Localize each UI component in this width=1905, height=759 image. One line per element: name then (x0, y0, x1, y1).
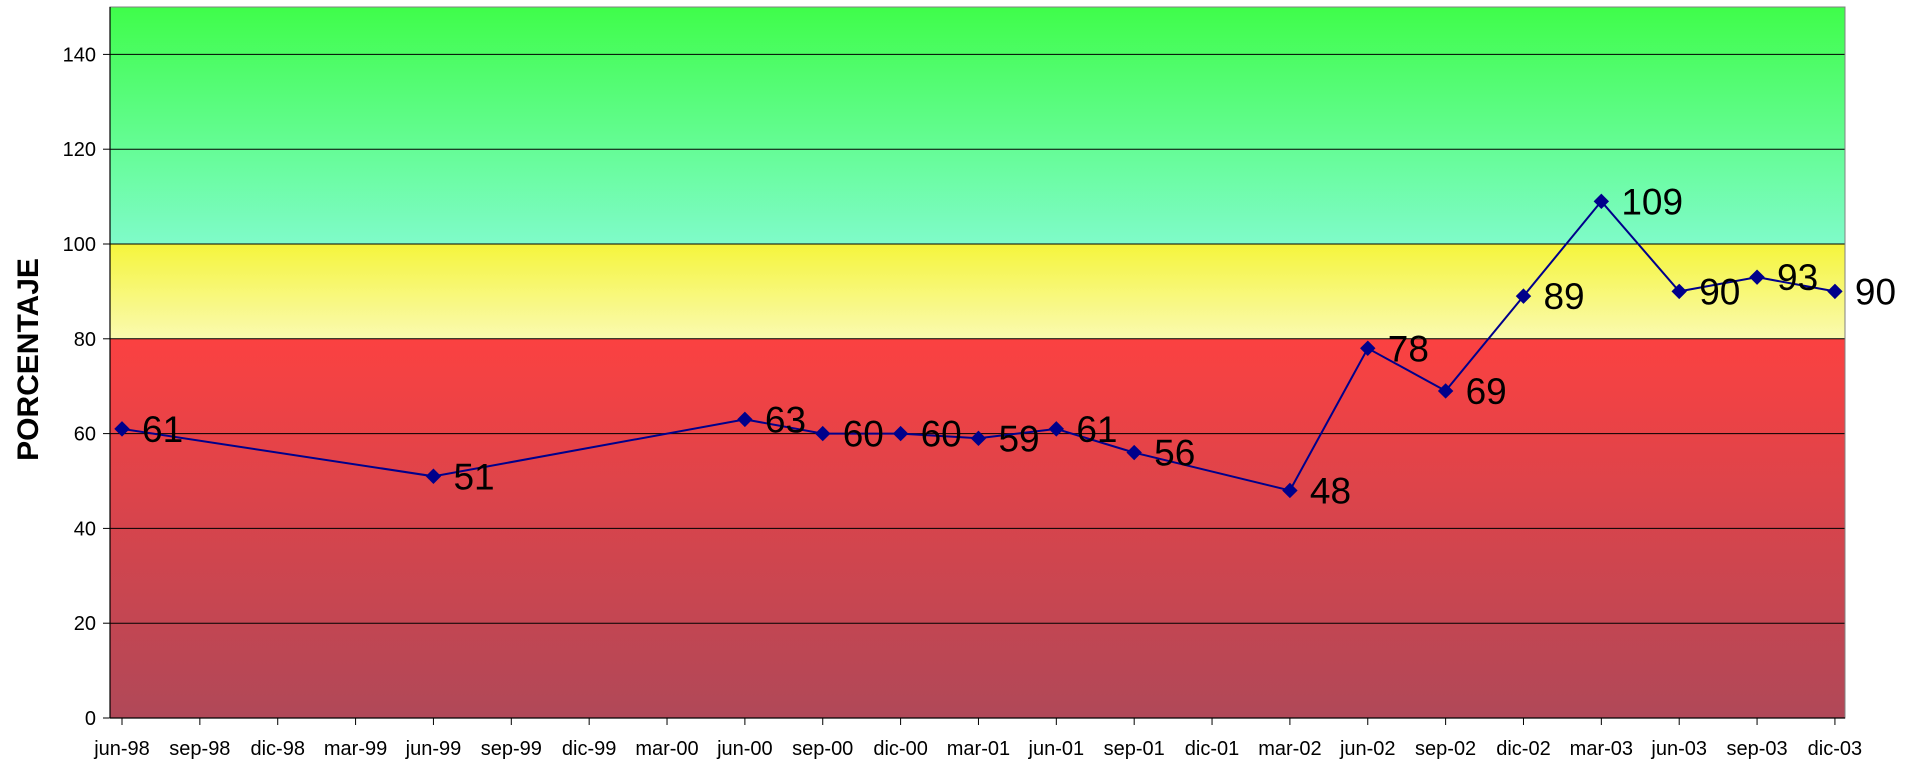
band-80-100 (110, 244, 1845, 339)
y-tick-label: 20 (74, 613, 96, 635)
data-point-marker (737, 411, 753, 428)
data-label: 56 (1154, 433, 1195, 474)
x-tick-label: dic-03 (1808, 738, 1862, 759)
x-tick-label: jun-02 (1339, 738, 1396, 759)
data-point-marker (970, 430, 987, 447)
data-label: 48 (1310, 470, 1351, 511)
data-point-marker (114, 421, 130, 437)
data-point-marker (425, 468, 442, 484)
data-point-marker (1126, 444, 1142, 461)
x-tick-label: sep-99 (481, 738, 542, 759)
x-tick-label: mar-03 (1570, 738, 1633, 759)
data-point-marker (1593, 193, 1610, 210)
data-label: 78 (1388, 328, 1429, 369)
y-tick-label: 120 (63, 139, 96, 161)
x-tick-label: sep-01 (1104, 738, 1165, 759)
y-tick-label: 80 (74, 329, 96, 351)
data-label: 90 (1855, 271, 1896, 312)
band-100-150 (110, 7, 1845, 244)
data-label: 51 (453, 456, 494, 497)
data-label: 61 (1076, 409, 1117, 450)
x-tick-label: jun-00 (716, 738, 773, 759)
y-tick-label: 140 (63, 44, 96, 66)
axes: 0 20 40 60 80 100 120 140 jun-98 sep-98 dic-98 mar-… (63, 6, 1862, 759)
x-tick-label: dic-02 (1496, 738, 1550, 759)
data-label: 59 (998, 418, 1039, 459)
data-point-marker (892, 425, 909, 442)
data-label: 60 (921, 414, 962, 455)
x-tick-label: jun-03 (1650, 738, 1707, 759)
x-tick-label: dic-99 (562, 738, 616, 759)
data-label: 89 (1543, 276, 1584, 317)
x-tick-label: mar-01 (947, 738, 1010, 759)
data-label: 93 (1777, 257, 1818, 298)
data-label: 63 (765, 399, 806, 440)
x-tick-label: dic-00 (873, 738, 927, 759)
y-tick-label: 40 (74, 518, 96, 540)
y-axis-title: PORCENTAJE (12, 258, 45, 461)
x-tick-label: mar-99 (324, 738, 387, 759)
x-tick-label: dic-01 (1185, 738, 1239, 759)
x-tick-label: mar-00 (635, 738, 698, 759)
data-point-marker (1827, 283, 1843, 300)
data-point-marker (1437, 383, 1454, 399)
x-tick-label: sep-98 (169, 738, 230, 759)
data-point-marker (1282, 482, 1298, 499)
data-point-marker (815, 425, 831, 442)
x-tick-label: dic-98 (250, 738, 304, 759)
data-label: 109 (1621, 181, 1683, 222)
data-label: 90 (1699, 271, 1740, 312)
y-tick-label: 60 (74, 424, 96, 446)
data-point-marker (1515, 288, 1532, 304)
x-tick-label: sep-02 (1415, 738, 1476, 759)
x-tick-label: jun-01 (1028, 738, 1085, 759)
data-series (114, 193, 1843, 499)
x-tick-label: sep-00 (792, 738, 853, 759)
data-point-marker (1749, 269, 1765, 285)
data-point-marker (1360, 340, 1376, 356)
data-point-marker (1671, 283, 1687, 300)
x-tick-label: mar-02 (1258, 738, 1321, 759)
data-label: 69 (1466, 371, 1507, 412)
x-tick-label: sep-03 (1726, 738, 1787, 759)
background-bands (110, 7, 1845, 718)
y-tick-label: 0 (85, 708, 96, 730)
x-tick-label: jun-99 (405, 738, 462, 759)
data-point-marker (1048, 421, 1065, 437)
data-labels: 61 51 63 60 60 59 61 56 48 78 69 89 109 90 93 90 (142, 181, 1896, 511)
y-tick-label: 100 (63, 234, 96, 256)
series-line (121, 199, 1836, 492)
x-tick-label: jun-98 (93, 738, 150, 759)
data-label: 61 (142, 409, 183, 450)
data-label: 60 (843, 414, 884, 455)
